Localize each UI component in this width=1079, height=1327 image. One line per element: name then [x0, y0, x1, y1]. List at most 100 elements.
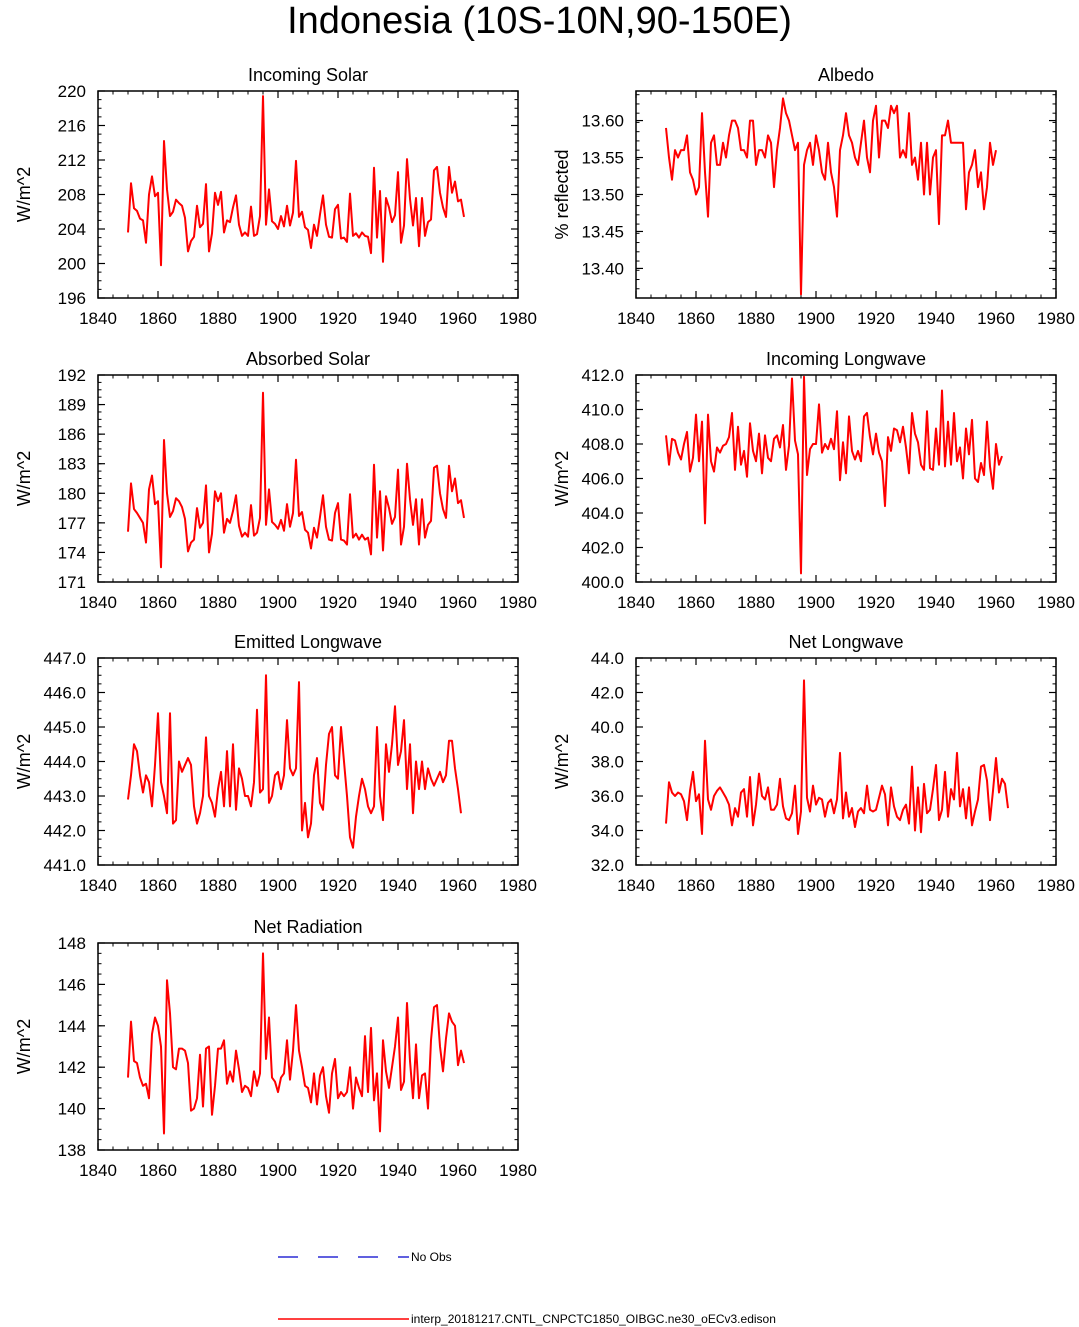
y-tick-label: 142	[58, 1058, 86, 1077]
x-tick-label: 1860	[139, 1161, 177, 1180]
x-tick-label: 1940	[379, 1161, 417, 1180]
legend-obs-label: No Obs	[411, 1250, 452, 1264]
x-tick-label: 1980	[1037, 309, 1075, 328]
y-tick-label: 40.0	[591, 718, 624, 737]
x-tick-label: 1840	[79, 876, 117, 895]
x-tick-label: 1920	[319, 1161, 357, 1180]
y-tick-label: 183	[58, 455, 86, 474]
x-tick-label: 1920	[857, 876, 895, 895]
y-axis-label: W/m^2	[14, 167, 34, 222]
y-tick-label: 441.0	[43, 856, 86, 875]
y-tick-label: 13.50	[581, 186, 624, 205]
plot-frame	[635, 90, 1057, 299]
x-tick-label: 1940	[379, 593, 417, 612]
y-tick-label: 445.0	[43, 718, 86, 737]
plot-frame	[97, 374, 519, 583]
y-tick-label: 44.0	[591, 649, 624, 668]
y-tick-label: 192	[58, 366, 86, 385]
y-tick-label: 442.0	[43, 822, 86, 841]
y-tick-label: 174	[58, 543, 86, 562]
series-line	[665, 375, 1003, 575]
panel-title: Net Radiation	[253, 917, 362, 937]
y-tick-label: 13.45	[581, 222, 624, 241]
x-tick-label: 1900	[259, 1161, 297, 1180]
y-tick-label: 408.0	[581, 435, 624, 454]
x-tick-label: 1880	[199, 309, 237, 328]
x-tick-label: 1980	[499, 309, 537, 328]
y-tick-label: 38.0	[591, 753, 624, 772]
y-tick-label: 42.0	[591, 684, 624, 703]
panel-title: Incoming Solar	[248, 65, 368, 85]
x-tick-label: 1900	[259, 876, 297, 895]
y-tick-label: 144	[58, 1017, 86, 1036]
x-tick-label: 1880	[199, 593, 237, 612]
y-tick-label: 171	[58, 573, 86, 592]
series-line	[127, 95, 465, 267]
x-tick-label: 1840	[617, 309, 655, 328]
x-tick-label: 1960	[977, 876, 1015, 895]
x-tick-label: 1900	[259, 309, 297, 328]
x-tick-label: 1880	[737, 309, 775, 328]
y-tick-label: 146	[58, 975, 86, 994]
x-tick-label: 1900	[797, 593, 835, 612]
y-axis-label: W/m^2	[552, 734, 572, 789]
x-tick-label: 1880	[199, 876, 237, 895]
x-tick-label: 1860	[677, 593, 715, 612]
y-tick-label: 406.0	[581, 470, 624, 489]
x-tick-label: 1920	[857, 309, 895, 328]
y-tick-label: 220	[58, 82, 86, 101]
y-tick-label: 410.0	[581, 401, 624, 420]
y-tick-label: 444.0	[43, 753, 86, 772]
x-tick-label: 1940	[917, 876, 955, 895]
y-tick-label: 186	[58, 425, 86, 444]
y-tick-label: 13.40	[581, 259, 624, 278]
x-tick-label: 1840	[79, 309, 117, 328]
panel-title: Absorbed Solar	[246, 349, 370, 369]
x-tick-label: 1920	[319, 593, 357, 612]
x-tick-label: 1840	[79, 1161, 117, 1180]
y-tick-label: 402.0	[581, 539, 624, 558]
x-tick-label: 1880	[737, 876, 775, 895]
x-tick-label: 1900	[797, 309, 835, 328]
series-line	[665, 97, 997, 296]
x-tick-label: 1980	[499, 593, 537, 612]
x-tick-label: 1860	[677, 876, 715, 895]
x-tick-label: 1920	[319, 309, 357, 328]
x-tick-label: 1960	[439, 309, 477, 328]
plot-frame	[97, 942, 519, 1151]
x-tick-label: 1940	[379, 309, 417, 328]
y-tick-label: 138	[58, 1141, 86, 1160]
x-tick-label: 1980	[499, 1161, 537, 1180]
x-tick-label: 1940	[917, 309, 955, 328]
panel-title: Net Longwave	[788, 632, 903, 652]
x-tick-label: 1880	[737, 593, 775, 612]
y-axis-label: % reflected	[552, 149, 572, 239]
plot-frame	[635, 657, 1057, 866]
x-tick-label: 1900	[259, 593, 297, 612]
x-tick-label: 1900	[797, 876, 835, 895]
y-tick-label: 447.0	[43, 649, 86, 668]
y-tick-label: 212	[58, 151, 86, 170]
x-tick-label: 1960	[977, 309, 1015, 328]
y-tick-label: 13.55	[581, 149, 624, 168]
series-line	[127, 674, 462, 849]
y-tick-label: 148	[58, 934, 86, 953]
x-tick-label: 1860	[139, 593, 177, 612]
x-tick-label: 1840	[617, 876, 655, 895]
x-tick-label: 1960	[439, 1161, 477, 1180]
y-tick-label: 189	[58, 396, 86, 415]
x-tick-label: 1840	[79, 593, 117, 612]
x-tick-label: 1940	[379, 876, 417, 895]
y-axis-label: W/m^2	[14, 734, 34, 789]
y-axis-label: W/m^2	[14, 451, 34, 506]
plot-frame	[97, 90, 519, 299]
y-tick-label: 196	[58, 289, 86, 308]
y-tick-label: 180	[58, 484, 86, 503]
x-tick-label: 1860	[677, 309, 715, 328]
y-tick-label: 177	[58, 514, 86, 533]
y-tick-label: 412.0	[581, 366, 624, 385]
x-tick-label: 1840	[617, 593, 655, 612]
y-tick-label: 34.0	[591, 822, 624, 841]
x-tick-label: 1980	[1037, 876, 1075, 895]
